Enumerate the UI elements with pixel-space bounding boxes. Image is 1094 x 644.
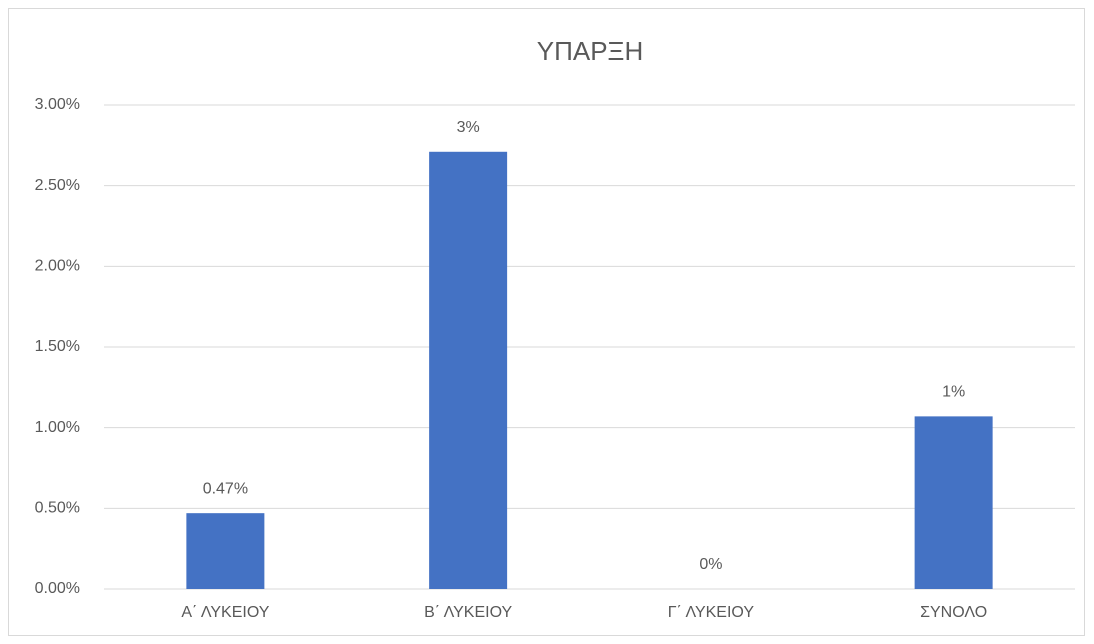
data-label: 1% <box>942 384 965 401</box>
y-tick-label: 3.00% <box>35 96 80 113</box>
y-tick-label: 1.50% <box>35 338 80 355</box>
y-tick-label: 0.00% <box>35 580 80 597</box>
x-tick-label: ΣΥΝΟΛΟ <box>920 604 987 621</box>
chart-title: ΥΠΑΡΞΗ <box>537 36 643 66</box>
x-tick-label: Γ΄ ΛΥΚΕΙΟΥ <box>668 604 755 621</box>
x-tick-label: Β΄ ΛΥΚΕΙΟΥ <box>424 604 512 621</box>
y-tick-label: 1.00% <box>35 419 80 436</box>
bar <box>186 513 265 589</box>
x-tick-label: Α΄ ΛΥΚΕΙΟΥ <box>181 604 269 621</box>
data-label: 0% <box>699 556 722 573</box>
y-tick-label: 2.50% <box>35 177 80 194</box>
y-tick-label: 0.50% <box>35 500 80 517</box>
y-tick-label: 2.00% <box>35 258 80 275</box>
bar <box>429 151 508 589</box>
bar <box>914 416 993 589</box>
data-label: 0.47% <box>203 480 248 497</box>
data-label: 3% <box>457 119 480 136</box>
